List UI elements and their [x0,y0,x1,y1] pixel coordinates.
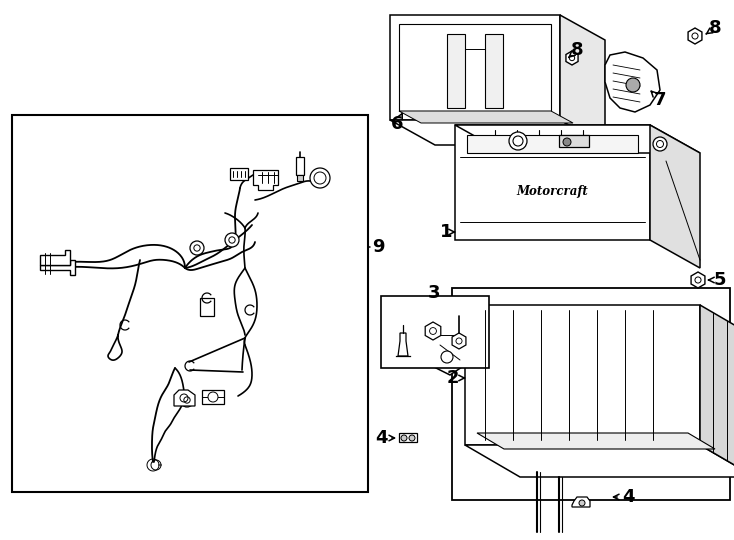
Bar [12,115,368,492]
Polygon shape [390,15,560,120]
Polygon shape [455,125,700,153]
Polygon shape [430,330,465,375]
Text: 2: 2 [447,369,459,387]
Polygon shape [399,111,573,123]
Polygon shape [465,445,734,477]
Polygon shape [465,305,700,445]
Circle shape [208,392,218,402]
Text: 5: 5 [713,271,726,289]
Circle shape [570,55,575,60]
Circle shape [225,233,239,247]
Text: 8: 8 [709,19,722,37]
Polygon shape [700,305,734,477]
Circle shape [656,140,664,147]
Polygon shape [40,250,70,265]
Bar [200,298,214,316]
Text: 4: 4 [622,488,634,506]
Circle shape [563,138,571,146]
Polygon shape [40,260,75,275]
Circle shape [310,168,330,188]
Polygon shape [485,34,503,108]
Circle shape [513,136,523,146]
Bar [381,296,489,368]
Circle shape [190,241,204,255]
Bar [452,288,730,500]
Text: 6: 6 [390,115,403,133]
Text: 9: 9 [371,238,385,256]
Circle shape [429,328,437,334]
Text: 7: 7 [654,91,666,109]
Polygon shape [447,34,465,108]
Polygon shape [560,15,605,145]
Circle shape [456,338,462,344]
Polygon shape [455,125,650,240]
Text: 4: 4 [375,429,388,447]
Polygon shape [572,497,590,507]
Bar [559,135,589,147]
Polygon shape [253,170,278,190]
Polygon shape [174,390,195,406]
Bar [399,433,417,442]
Circle shape [180,393,194,407]
Polygon shape [477,433,715,449]
Bar [297,175,303,181]
Circle shape [579,500,585,506]
Circle shape [695,277,701,283]
Polygon shape [230,168,248,180]
Circle shape [441,351,453,363]
Polygon shape [650,125,700,268]
Polygon shape [390,120,605,145]
Polygon shape [688,28,702,44]
Bar [467,135,638,153]
Polygon shape [566,51,578,65]
Polygon shape [605,52,660,112]
Circle shape [409,435,415,441]
Circle shape [401,435,407,441]
Polygon shape [398,333,408,356]
Polygon shape [452,333,466,349]
Text: 3: 3 [428,284,440,302]
Circle shape [509,132,527,150]
Bar [202,390,224,404]
Circle shape [626,78,640,92]
Text: 1: 1 [440,223,452,241]
Text: 8: 8 [571,41,584,59]
Text: Motorcraft: Motorcraft [516,186,588,199]
Polygon shape [425,322,441,340]
Circle shape [653,137,667,151]
Bar [296,157,304,175]
Polygon shape [691,272,705,288]
Circle shape [692,33,698,39]
